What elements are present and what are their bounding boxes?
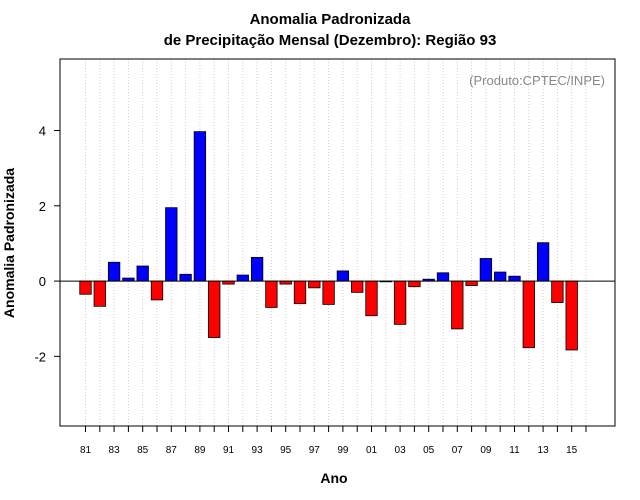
y-axis-label: Anomalia Padronizada (1, 168, 17, 318)
bar (293, 280, 307, 305)
bar (351, 280, 364, 293)
x-tick-label: 05 (423, 445, 435, 456)
bar (565, 280, 578, 351)
y-tick-label: 2 (39, 199, 46, 214)
bar (536, 242, 550, 282)
bar (208, 280, 221, 338)
bar (107, 261, 121, 282)
x-tick-label: 07 (452, 445, 464, 456)
y-tick-label: -2 (34, 349, 46, 364)
x-axis: 81 83 85 87 89 91 93 95 97 99 01 03 05 07 09 11 13 15 (80, 426, 587, 456)
x-tick-label: 83 (109, 445, 121, 456)
x-tick-label: 97 (309, 445, 321, 456)
bar (236, 274, 249, 282)
chart-title-line-1: Anomalia Padronizada (250, 11, 412, 28)
bar (365, 280, 378, 317)
y-tick-label: 4 (39, 124, 46, 139)
bar (150, 280, 164, 301)
bar (551, 280, 564, 303)
x-tick-label: 95 (280, 445, 292, 456)
bar (93, 280, 106, 307)
bar (250, 256, 264, 282)
bar (179, 273, 192, 282)
x-tick-label: 93 (252, 445, 264, 456)
x-tick-label: 85 (137, 445, 149, 456)
x-tick-label: 81 (80, 445, 92, 456)
bar (79, 280, 92, 295)
bar (408, 280, 421, 288)
x-tick-label: 99 (337, 445, 349, 456)
bar (465, 280, 478, 286)
bar (136, 265, 149, 282)
bar (508, 275, 521, 282)
bar (322, 280, 335, 305)
x-tick-label: 11 (509, 445, 520, 456)
y-tick-label: 0 (39, 274, 46, 289)
x-axis-label: Ano (320, 470, 347, 486)
y-axis: -2 0 2 4 (34, 124, 60, 364)
x-tick-label: 15 (566, 445, 578, 456)
bars (79, 131, 578, 351)
bar (479, 258, 493, 282)
x-tick-label: 91 (223, 445, 235, 456)
bar (451, 280, 464, 330)
bar (165, 207, 178, 282)
x-tick-label: 01 (366, 445, 378, 456)
bar (193, 131, 207, 282)
bar (336, 270, 350, 282)
x-tick-label: 87 (166, 445, 178, 456)
x-tick-label: 03 (395, 445, 407, 456)
grid (85, 59, 587, 426)
credit-annotation: (Produto:CPTEC/INPE) (469, 73, 605, 88)
bar (308, 280, 321, 289)
bar (265, 280, 278, 308)
x-tick-label: 09 (480, 445, 492, 456)
bar (494, 271, 507, 282)
x-tick-label: 13 (538, 445, 550, 456)
bar (393, 280, 407, 325)
plot-frame (59, 58, 616, 427)
chart-title-line-2: de Precipitação Mensal (Dezembro): Regiã… (164, 32, 497, 49)
bar (522, 280, 535, 349)
bar (436, 272, 450, 282)
x-tick-label: 89 (194, 445, 206, 456)
